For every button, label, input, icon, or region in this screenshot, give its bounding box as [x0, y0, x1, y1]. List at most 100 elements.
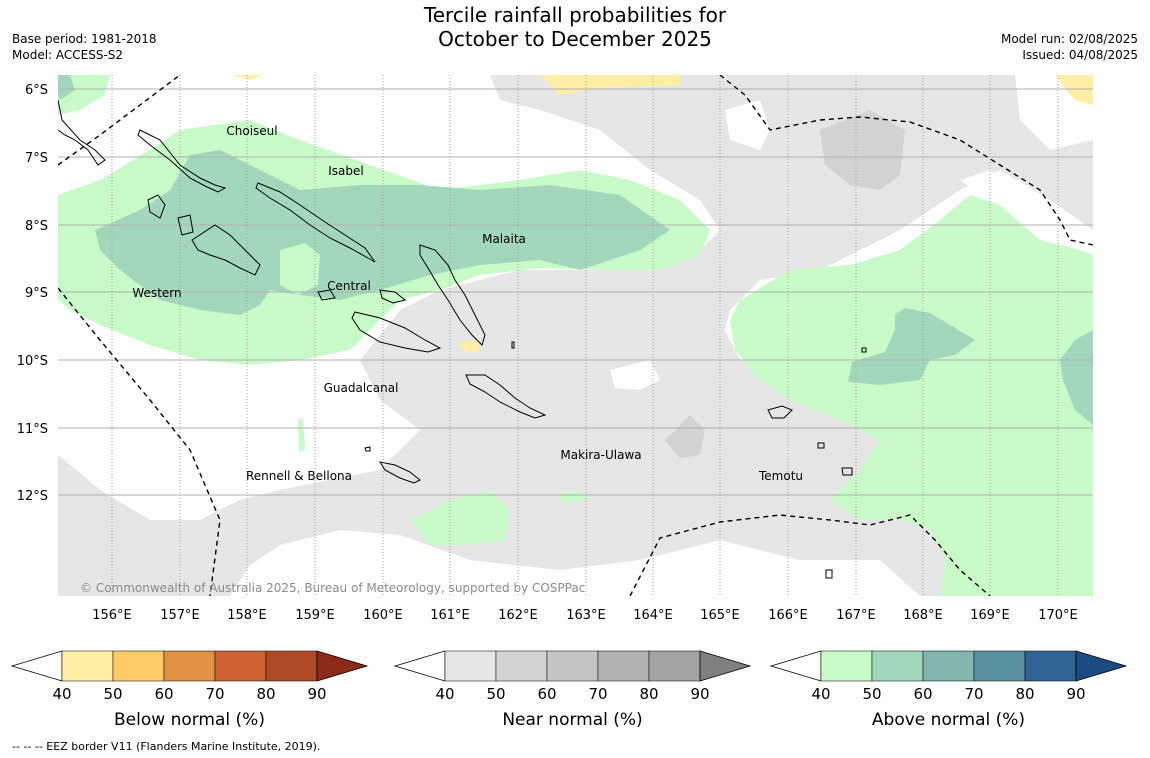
- parallel-lines: [58, 88, 1093, 496]
- lon-label-167e: 167°E: [836, 608, 876, 623]
- issued-date: Issued: 04/08/2025: [1022, 48, 1138, 62]
- place-label-guadalcanal: Guadalcanal: [324, 381, 399, 395]
- lat-label-6s: 6°S: [25, 83, 48, 98]
- lon-label-158e: 158°E: [227, 608, 267, 623]
- eez-border-nw: [58, 75, 181, 166]
- model-name: Model: ACCESS-S2: [12, 48, 124, 62]
- colorbar-below-normal-tick: 40: [52, 685, 71, 703]
- utupua-coast: [817, 442, 825, 449]
- lat-label-9s: 9°S: [25, 286, 48, 301]
- colorbar-above-normal-segment: [922, 650, 975, 682]
- colorbar-near-normal-segment: [546, 650, 599, 682]
- lon-label-160e: 160°E: [363, 608, 403, 623]
- lon-label-163e: 163°E: [566, 608, 606, 623]
- duff-coast: [861, 347, 867, 353]
- colorbar-near-normal-tick: 90: [690, 685, 709, 703]
- white-gaps: [610, 75, 1093, 465]
- near-normal-50-east: [820, 110, 905, 190]
- above-normal-50-regions: [58, 75, 1093, 425]
- longitude-labels: 156°E 157°E 158°E 159°E 160°E 161°E 162°…: [92, 608, 1078, 623]
- lon-label-161e: 161°E: [430, 608, 470, 623]
- colorbar-near-normal-max-extension: [699, 650, 752, 682]
- above-normal-50-nw: [58, 75, 75, 100]
- colorbar-above-normal-segment: [1024, 650, 1077, 682]
- colorbar-above-normal-segment: [871, 650, 924, 682]
- vanikoro-coast: [841, 467, 853, 476]
- map-area: Choiseul Isabel Malaita Western Central …: [58, 75, 1093, 596]
- place-label-choiseul: Choiseul: [226, 124, 277, 138]
- colorbar-below-normal-title: Below normal (%): [114, 710, 265, 730]
- grid-lines: [58, 75, 1093, 596]
- place-label-central: Central: [327, 279, 371, 293]
- above-normal-50-central: [95, 150, 670, 315]
- colorbar-below-normal-segment: [265, 650, 318, 682]
- below-normal-north: [540, 75, 680, 95]
- malaita-coast: [419, 244, 486, 346]
- colorbar-near-normal-tick: 40: [435, 685, 454, 703]
- colorbar-below-normal-tick: 50: [103, 685, 122, 703]
- isabel-coast: [255, 182, 376, 263]
- white-gap-1: [725, 100, 770, 150]
- below-normal-40-regions: [232, 75, 1093, 352]
- colorbar-above-normal-min-extension: [769, 650, 822, 682]
- lon-label-164e: 164°E: [633, 608, 673, 623]
- eez-border: [58, 75, 1093, 596]
- colorbar-above-normal-tick: 40: [811, 685, 830, 703]
- santa-cruz-coast: [767, 405, 793, 419]
- colorbar-below-normal-segment: [163, 650, 216, 682]
- place-label-rennell-bellona: Rennell & Bellona: [246, 469, 352, 483]
- colorbar-near-normal-segment: [648, 650, 701, 682]
- colorbar-near-normal-tick: 70: [588, 685, 607, 703]
- lat-label-10s: 10°S: [17, 354, 48, 369]
- eez-border-ne: [719, 75, 1093, 246]
- colorbar-above-normal-segment: [820, 650, 873, 682]
- colorbar-below-normal-tick: 80: [256, 685, 275, 703]
- above-normal-50-far-east: [1060, 330, 1093, 425]
- colorbar-near-normal-segment: [444, 650, 497, 682]
- lat-label-7s: 7°S: [25, 151, 48, 166]
- above-normal-50-east: [848, 308, 975, 385]
- colorbar-above-normal: 40 50 60 70 80 90 Above normal (%): [769, 650, 1128, 730]
- eez-border-sw: [58, 287, 221, 596]
- coastlines: [58, 99, 867, 579]
- colorbar-above-normal-title: Above normal (%): [872, 710, 1025, 730]
- near-normal-regions: [58, 75, 1093, 596]
- run-info: Model run: 02/08/2025 Issued: 04/08/2025: [1001, 31, 1138, 63]
- white-gap-3: [960, 170, 1030, 210]
- near-normal-region-main: [58, 75, 1093, 596]
- lon-label-159e: 159°E: [295, 608, 335, 623]
- guadalcanal-coast: [351, 311, 442, 353]
- near-normal-50-makira: [665, 415, 705, 458]
- colorbar-above-normal-tick: 60: [913, 685, 932, 703]
- new-georgia-coast: [191, 224, 261, 276]
- colorbar-below-normal: 40 50 60 70 80 90 Below normal (%): [10, 650, 369, 730]
- model-run-date: Model run: 02/08/2025: [1000, 32, 1138, 46]
- colorbar-near-normal-tick: 80: [639, 685, 658, 703]
- colorbar-near-normal-segment: [495, 650, 548, 682]
- lon-label-169e: 169°E: [970, 608, 1010, 623]
- lon-label-168e: 168°E: [903, 608, 943, 623]
- title-line-1: Tercile rainfall probabilities for: [423, 3, 727, 27]
- nggela-coast: [379, 289, 407, 304]
- colorbar-below-normal-tick: 90: [307, 685, 326, 703]
- near-normal-50-regions: [665, 110, 905, 458]
- above-normal-east: [730, 195, 1093, 596]
- latitude-labels: 6°S 7°S 8°S 9°S 10°S 11°S 12°S: [17, 83, 48, 504]
- green-inner-patch: [280, 243, 320, 295]
- colorbar-above-normal-max-extension: [1075, 650, 1128, 682]
- far-south-coast: [825, 569, 833, 579]
- ulawa-coast: [511, 341, 515, 349]
- lat-label-11s: 11°S: [17, 422, 48, 437]
- colorbar-below-normal-max-extension: [316, 650, 369, 682]
- lon-label-166e: 166°E: [768, 608, 808, 623]
- colorbar-above-normal-tick: 90: [1066, 685, 1085, 703]
- colorbar-above-normal-segment: [973, 650, 1026, 682]
- above-normal-south-3: [298, 418, 305, 452]
- colorbar-near-normal-tick: 60: [537, 685, 556, 703]
- colorbar-legends: 40 50 60 70 80 90 Below normal (%) 40 50 60 70 80 90…: [10, 650, 1128, 730]
- place-label-western: Western: [132, 286, 181, 300]
- place-labels: Choiseul Isabel Malaita Western Central …: [132, 124, 803, 483]
- base-period: Base period: 1981-2018: [12, 32, 157, 46]
- colorbar-near-normal: 40 50 60 70 80 90 Near normal (%): [393, 650, 752, 730]
